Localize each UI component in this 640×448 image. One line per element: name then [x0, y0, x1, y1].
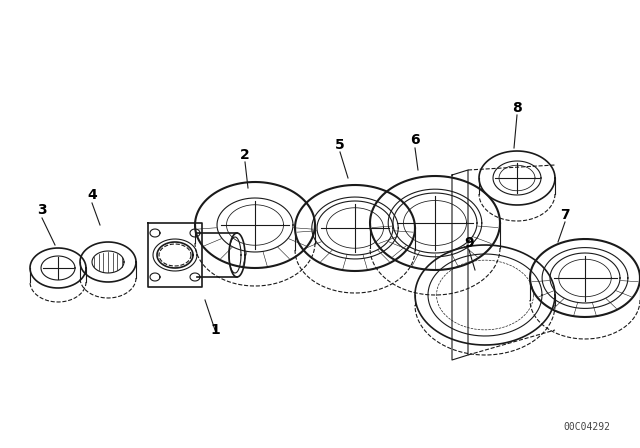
- Text: 6: 6: [410, 133, 420, 147]
- Text: 7: 7: [560, 208, 570, 222]
- Text: 8: 8: [512, 101, 522, 115]
- Text: 2: 2: [240, 148, 250, 162]
- Text: 1: 1: [210, 323, 220, 337]
- Text: 00C04292: 00C04292: [563, 422, 610, 432]
- Text: 3: 3: [37, 203, 47, 217]
- Text: 5: 5: [335, 138, 345, 152]
- Text: 4: 4: [87, 188, 97, 202]
- Text: 9: 9: [464, 236, 474, 250]
